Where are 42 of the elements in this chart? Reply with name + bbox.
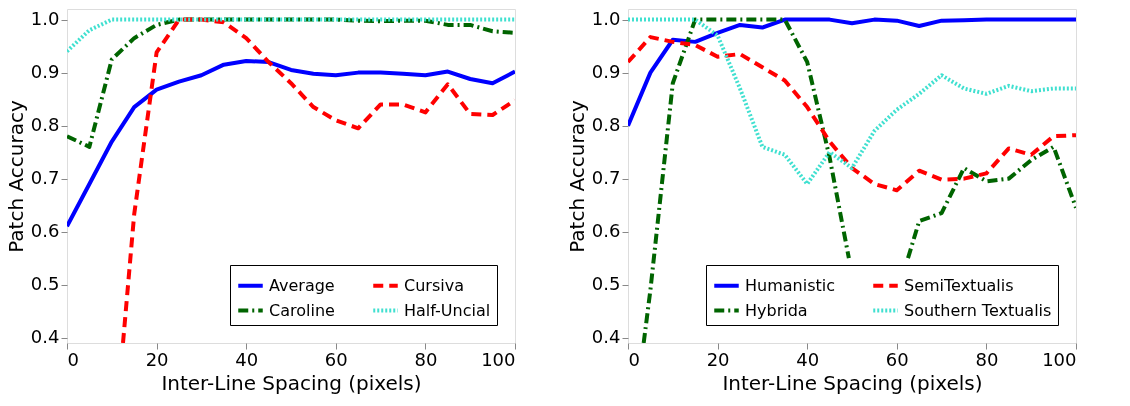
x-tick-label: 80: [975, 348, 999, 370]
x-tick-label: 0: [628, 348, 640, 370]
y-tick-label: 0.8: [591, 114, 621, 136]
legend-label: Cursiva: [404, 275, 464, 295]
x-tick-label: 20: [145, 348, 169, 370]
legend-label: Average: [269, 275, 335, 295]
y-tick-label: 0.6: [591, 220, 621, 242]
y-tick-label: 0.4: [30, 326, 60, 348]
line-series: [67, 17, 515, 149]
line-series: [628, 17, 1076, 128]
x-axis-title: Inter-Line Spacing (pixels): [722, 370, 983, 395]
line-series: [121, 17, 515, 343]
x-tick-label: 80: [414, 348, 438, 370]
x-tick-label: 20: [706, 348, 730, 370]
x-tick-label: 60: [885, 348, 909, 370]
y-tick-label: 0.6: [30, 220, 60, 242]
y-axis-title: Patch Accuracy: [3, 100, 28, 253]
y-tick-label: 0.7: [30, 167, 60, 189]
y-tick-label: 0.5: [591, 273, 621, 295]
y-tick-label: 0.9: [30, 61, 60, 83]
y-tick-label: 0.5: [30, 273, 60, 295]
y-tick-label: 1.0: [30, 8, 60, 30]
y-axis-title: Patch Accuracy: [564, 100, 589, 253]
y-tick-label: 0.4: [591, 326, 621, 348]
x-tick-label: 40: [235, 348, 259, 370]
y-tick-label: 0.9: [591, 61, 621, 83]
y-tick-label: 0.7: [591, 167, 621, 189]
line-series: [67, 58, 515, 229]
x-tick-label: 100: [1042, 348, 1077, 370]
legend-label: Half-Uncial: [404, 300, 491, 320]
legend-label: Southern Textualis: [904, 300, 1052, 320]
y-tick-label: 1.0: [591, 8, 621, 30]
x-tick-label: 60: [324, 348, 348, 370]
y-tick-label: 0.8: [30, 114, 60, 136]
x-tick-label: 40: [796, 348, 820, 370]
x-tick-label: 0: [67, 348, 79, 370]
legend-label: Caroline: [269, 300, 335, 320]
x-axis-title: Inter-Line Spacing (pixels): [161, 370, 422, 395]
x-tick-label: 100: [481, 348, 516, 370]
legend-label: SemiTextualis: [904, 275, 1014, 295]
legend-label: Hybrida: [745, 300, 808, 320]
legend-label: Humanistic: [745, 275, 835, 295]
